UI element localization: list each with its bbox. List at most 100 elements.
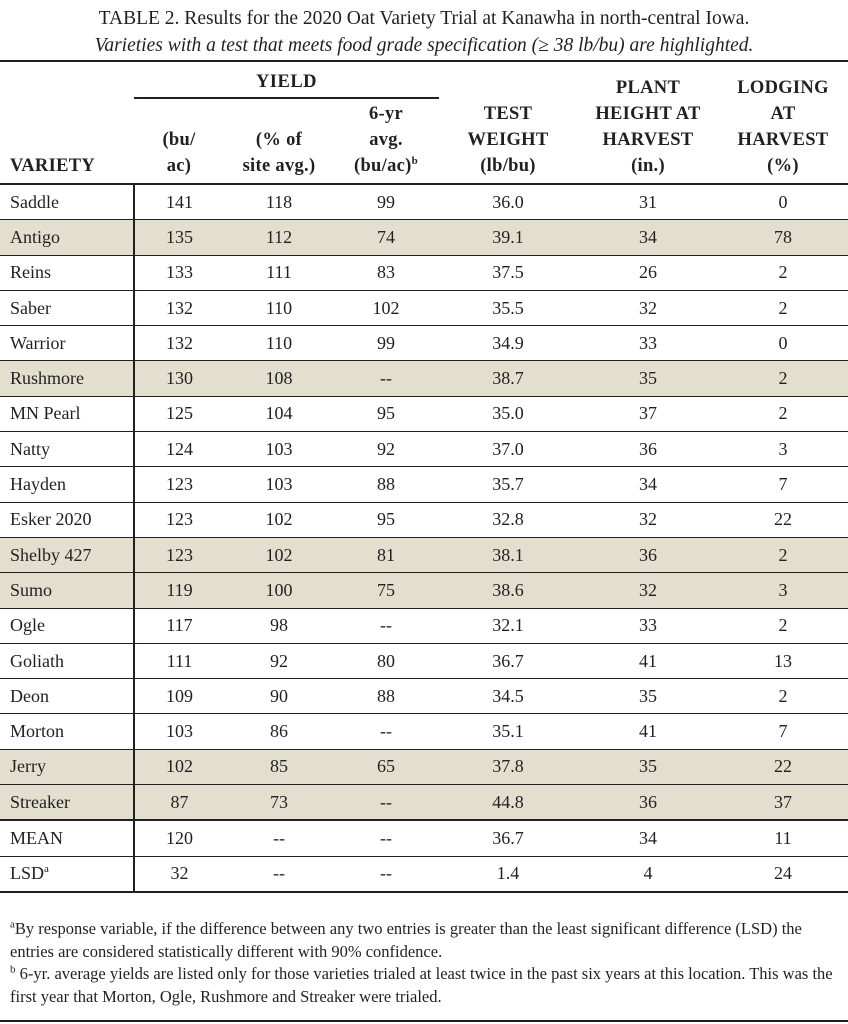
six-yr-cell: --: [334, 360, 438, 397]
six-yr-cell: --: [334, 819, 438, 857]
bu-ac-cell: 130: [134, 360, 224, 397]
table-row: Shelby 427 123 102 81 38.1 36 2: [0, 537, 848, 574]
variety-cell: Saber: [0, 290, 135, 327]
column-header-plant-height: PLANT HEIGHT AT HARVEST (in.): [595, 78, 701, 176]
variety-cell: Hayden: [0, 466, 135, 503]
variety-cell: MN Pearl: [0, 396, 135, 433]
pct-cell: 92: [224, 643, 334, 680]
pct-cell: 103: [224, 466, 334, 503]
table-row: Esker 2020 123 102 95 32.8 32 22: [0, 502, 848, 538]
six-yr-cell: 92: [334, 431, 438, 468]
height-cell: 36: [578, 784, 718, 821]
six-yr-cell: 81: [334, 537, 438, 574]
table-row: Jerry 102 85 65 37.8 35 22: [0, 749, 848, 786]
lodging-cell: 2: [718, 360, 848, 397]
column-header-bu-ac: (bu/ac): [162, 130, 196, 176]
bottom-rule: [0, 1020, 848, 1022]
test-weight-cell: 38.7: [438, 360, 578, 397]
column-header-variety: VARIETY: [10, 156, 96, 176]
results-table: VARIETY (bu/ac) (% of site avg.) 6-yr avg.…: [0, 62, 848, 893]
six-yr-cell: 99: [334, 185, 438, 221]
six-yr-cell: 75: [334, 572, 438, 609]
pct-cell: 73: [224, 784, 334, 821]
test-weight-cell: 35.5: [438, 290, 578, 327]
table-row: Sumo 119 100 75 38.6 32 3: [0, 572, 848, 609]
lodging-cell: 22: [718, 502, 848, 538]
six-yr-cell: --: [334, 713, 438, 750]
height-cell: 41: [578, 713, 718, 750]
height-cell: 35: [578, 749, 718, 786]
height-cell: 34: [578, 466, 718, 503]
column-header-lodging: LODGING AT HARVEST (%): [737, 78, 829, 176]
height-cell: 36: [578, 431, 718, 468]
test-weight-cell: 37.8: [438, 749, 578, 786]
lodging-cell: 11: [718, 819, 848, 857]
table-row: Deon 109 90 88 34.5 35 2: [0, 678, 848, 715]
variety-cell: Sumo: [0, 572, 135, 609]
summary-label: LSD: [10, 863, 45, 884]
table-row: MN Pearl 125 104 95 35.0 37 2: [0, 396, 848, 433]
six-yr-cell: 95: [334, 502, 438, 538]
column-header-pct-site-avg: (% of site avg.): [242, 130, 316, 176]
bu-ac-cell: 124: [134, 431, 224, 468]
variety-cell: Deon: [0, 678, 135, 715]
bu-ac-cell: 132: [134, 290, 224, 327]
pct-cell: 110: [224, 290, 334, 327]
test-weight-cell: 32.1: [438, 608, 578, 644]
pct-cell: 102: [224, 537, 334, 574]
lodging-cell: 2: [718, 608, 848, 644]
bu-ac-cell: 87: [134, 784, 224, 821]
summary-label: MEAN: [10, 827, 63, 848]
six-yr-cell: 83: [334, 255, 438, 291]
lodging-cell: 37: [718, 784, 848, 821]
table-subtitle: Varieties with a test that meets food gr…: [94, 35, 754, 56]
lodging-cell: 0: [718, 185, 848, 221]
test-weight-cell: 38.1: [438, 537, 578, 574]
footnote-marker: a: [44, 863, 49, 876]
height-cell: 41: [578, 643, 718, 680]
six-yr-cell: 95: [334, 396, 438, 433]
table-row: Saber 132 110 102 35.5 32 2: [0, 290, 848, 327]
summary-row: MEAN 120 -- -- 36.7 34 11: [0, 819, 848, 857]
lodging-cell: 3: [718, 431, 848, 468]
table-row: Reins 133 111 83 37.5 26 2: [0, 255, 848, 291]
height-cell: 34: [578, 819, 718, 857]
pct-cell: 104: [224, 396, 334, 433]
footnote-b: b 6-yr. average yields are listed only f…: [10, 963, 833, 1006]
six-yr-cell: --: [334, 608, 438, 644]
summary-label-cell: MEAN: [0, 819, 135, 857]
test-weight-cell: 35.7: [438, 466, 578, 503]
bu-ac-cell: 123: [134, 537, 224, 574]
height-cell: 35: [578, 678, 718, 715]
pct-cell: 102: [224, 502, 334, 538]
lodging-cell: 13: [718, 643, 848, 680]
top-rule: [0, 60, 848, 62]
table-caption: TABLE 2. Results for the 2020 Oat Variet…: [0, 0, 848, 56]
lodging-cell: 3: [718, 572, 848, 609]
test-weight-cell: 32.8: [438, 502, 578, 538]
pct-cell: 85: [224, 749, 334, 786]
test-weight-cell: 35.1: [438, 713, 578, 750]
bu-ac-cell: 125: [134, 396, 224, 433]
pct-cell: 86: [224, 713, 334, 750]
variety-cell: Antigo: [0, 219, 135, 256]
lodging-cell: 78: [718, 219, 848, 256]
pct-cell: 108: [224, 360, 334, 397]
variety-cell: Warrior: [0, 325, 135, 362]
pct-cell: 118: [224, 185, 334, 221]
six-yr-cell: 65: [334, 749, 438, 786]
table-row: Natty 124 103 92 37.0 36 3: [0, 431, 848, 468]
variety-cell: Shelby 427: [0, 537, 135, 574]
lodging-cell: 22: [718, 749, 848, 786]
lodging-cell: 2: [718, 255, 848, 291]
table-title: TABLE 2. Results for the 2020 Oat Variet…: [98, 8, 750, 29]
variety-cell: Goliath: [0, 643, 135, 680]
lodging-cell: 2: [718, 396, 848, 433]
bu-ac-cell: 109: [134, 678, 224, 715]
bu-ac-cell: 111: [134, 643, 224, 680]
height-cell: 33: [578, 325, 718, 362]
table-row: Goliath 111 92 80 36.7 41 13: [0, 643, 848, 680]
summary-label-cell: LSDa: [0, 856, 135, 893]
lodging-cell: 2: [718, 678, 848, 715]
